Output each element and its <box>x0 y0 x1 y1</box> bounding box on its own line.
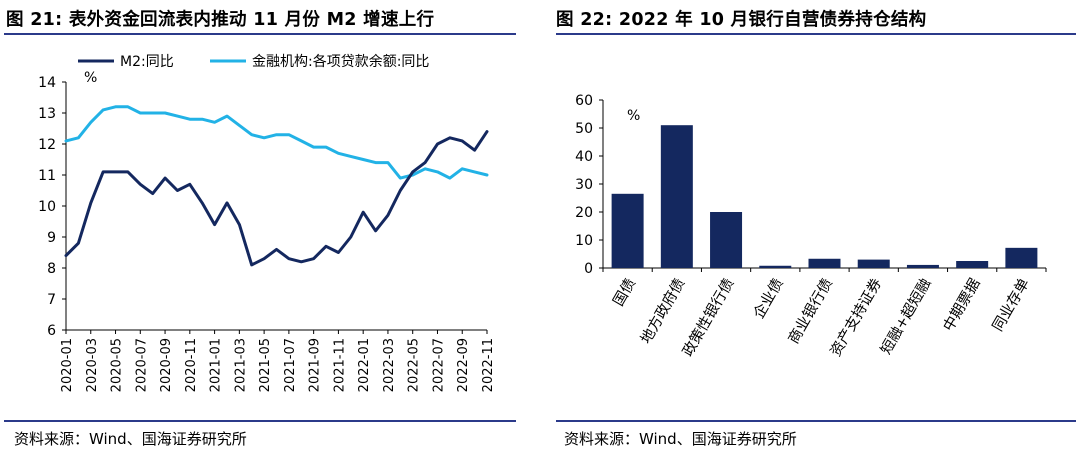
y-unit-label: % <box>627 108 640 124</box>
category-label: 同业存单 <box>989 276 1033 335</box>
y-tick-label: 60 <box>575 93 593 109</box>
bar-商业银行债 <box>808 258 841 268</box>
source-note-right: 资料来源：Wind、国海证券研究所 <box>564 430 797 448</box>
bar-资产支持证券 <box>857 259 890 268</box>
y-tick-label: 9 <box>47 230 56 246</box>
x-tick-label: 2020-01 <box>60 338 75 392</box>
y-tick-label: 14 <box>38 75 56 91</box>
x-tick-label: 2022-09 <box>456 338 471 392</box>
x-tick-label: 2021-09 <box>308 338 323 392</box>
bar-同业存单 <box>1005 247 1038 268</box>
source-note-left: 资料来源：Wind、国海证券研究所 <box>14 430 247 448</box>
source-rule-right <box>556 420 1076 422</box>
y-tick-label: 7 <box>47 292 56 308</box>
x-tick-label: 2020-11 <box>184 338 199 392</box>
bar-国债 <box>611 193 644 268</box>
x-tick-label: 2020-09 <box>159 338 174 392</box>
y-tick-label: 11 <box>38 168 56 184</box>
y-tick-label: 30 <box>575 177 593 193</box>
bar-企业债 <box>759 265 792 268</box>
x-tick-label: 2022-05 <box>407 338 422 392</box>
y-tick-label: 13 <box>38 106 56 122</box>
x-tick-label: 2021-07 <box>283 338 298 392</box>
bar-地方政府债 <box>660 125 693 268</box>
x-tick-label: 2022-01 <box>357 338 372 392</box>
y-tick-label: 10 <box>575 233 593 249</box>
category-label: 地方政府债 <box>637 276 688 347</box>
legend-label: M2:同比 <box>120 54 174 70</box>
bar-政策性银行债 <box>710 212 743 268</box>
category-label: 短融+超短融 <box>877 276 934 358</box>
category-label: 中期票据 <box>940 276 984 335</box>
category-label: 商业银行债 <box>785 276 836 347</box>
x-tick-label: 2021-01 <box>209 338 224 392</box>
y-tick-label: 12 <box>38 137 56 153</box>
title-rule-left <box>4 33 516 35</box>
category-label: 国债 <box>610 276 639 310</box>
y-tick-label: 0 <box>584 261 593 277</box>
x-tick-label: 2021-03 <box>233 338 248 392</box>
y-unit-label: % <box>84 70 97 86</box>
series-line-m2 <box>64 130 489 267</box>
title-rule-right <box>556 33 1076 35</box>
y-tick-label: 40 <box>575 149 593 165</box>
bar-短融+超短融 <box>906 264 939 268</box>
x-tick-label: 2020-07 <box>134 338 149 392</box>
x-tick-label: 2022-11 <box>481 338 496 392</box>
y-tick-label: 20 <box>575 205 593 221</box>
category-label: 企业债 <box>749 275 786 322</box>
series-line-loans <box>64 105 489 180</box>
y-tick-label: 10 <box>38 199 56 215</box>
x-tick-label: 2020-03 <box>85 338 100 392</box>
category-label: 资产支持证券 <box>827 275 885 359</box>
source-rule-left <box>4 420 516 422</box>
figure-22-title: 图 22: 2022 年 10 月银行自营债券持仓结构 <box>556 10 927 30</box>
bar-中期票据 <box>956 261 989 268</box>
y-tick-label: 50 <box>575 121 593 137</box>
x-tick-label: 2022-07 <box>431 338 446 392</box>
y-tick-label: 6 <box>47 323 56 339</box>
x-tick-label: 2022-03 <box>382 338 397 392</box>
legend-label: 金融机构:各项贷款余额:同比 <box>252 53 429 70</box>
y-tick-label: 8 <box>47 261 56 277</box>
x-tick-label: 2021-11 <box>332 338 347 392</box>
figure-21-title: 图 21: 表外资金回流表内推动 11 月份 M2 增速上行 <box>6 10 435 30</box>
category-label: 政策性银行债 <box>679 276 737 360</box>
x-tick-label: 2021-05 <box>258 338 273 392</box>
x-tick-label: 2020-05 <box>110 338 125 392</box>
